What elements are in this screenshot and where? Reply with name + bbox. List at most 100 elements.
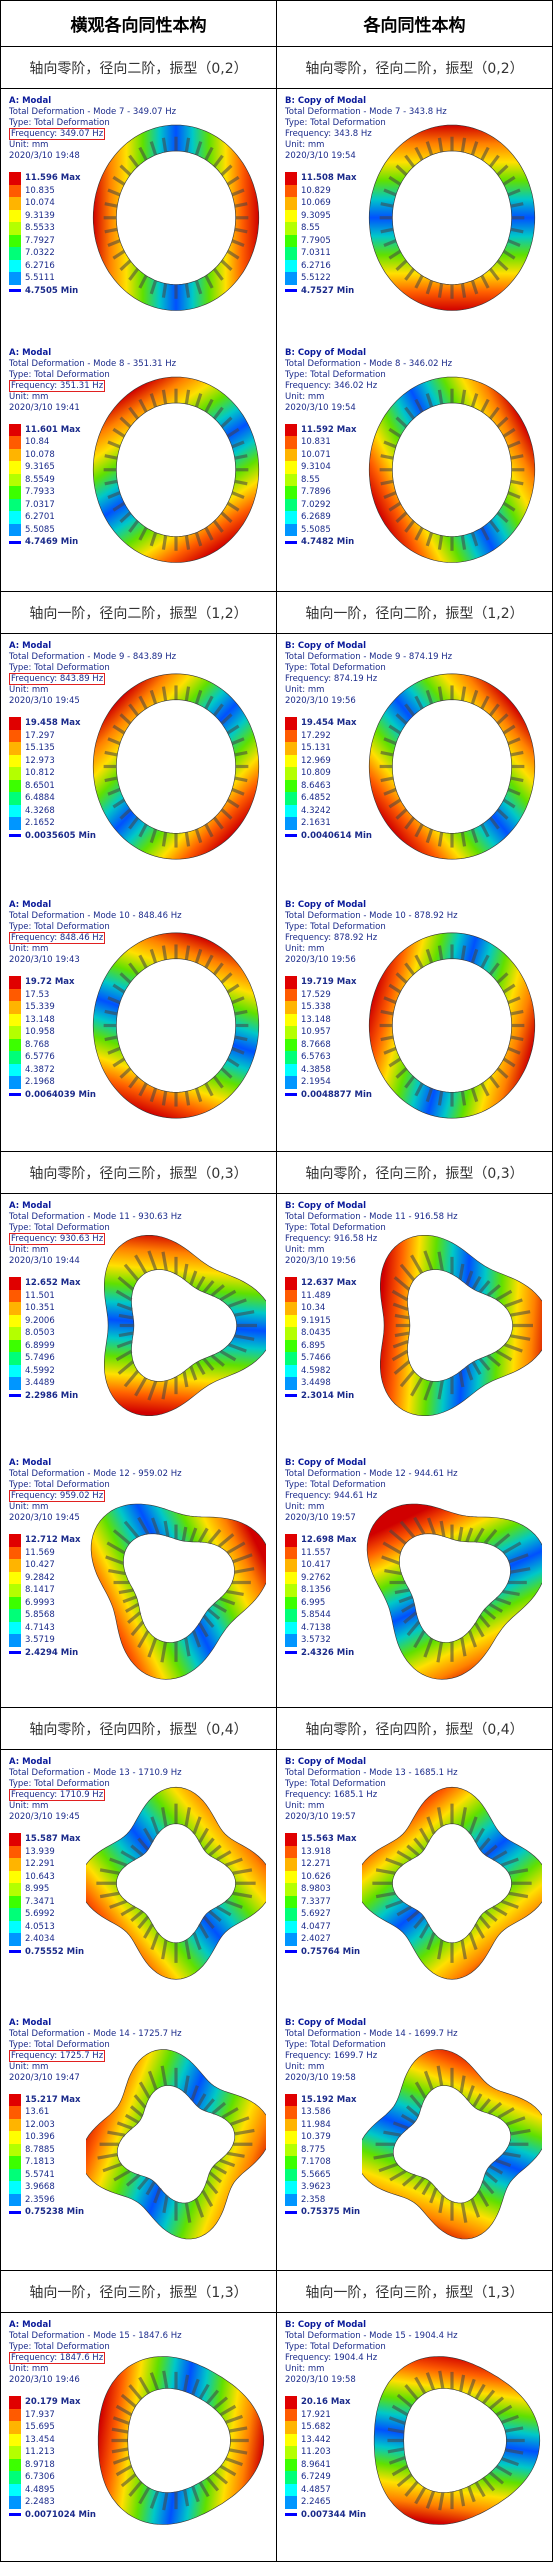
legend-label: 9.3139 <box>25 210 55 221</box>
legend-row: 10.626 <box>285 1870 360 1883</box>
legend-row: 20.16 Max <box>285 2396 366 2409</box>
legend-swatch <box>9 436 21 449</box>
date: 2020/3/10 19:48 <box>9 151 80 161</box>
result-panel: A: Modal Total Deformation - Mode 10 - 84… <box>1 892 276 1151</box>
legend: 11.592 Max 10.831 10.071 9.3104 8.55 7.7896 7.… <box>285 423 356 549</box>
legend-label: 10.417 <box>301 1560 331 1571</box>
legend-swatch <box>285 247 297 260</box>
legend-swatch <box>285 804 297 817</box>
legend-swatch <box>9 729 21 742</box>
legend-swatch <box>285 2131 297 2144</box>
legend-swatch <box>285 1571 297 1584</box>
legend-label: 8.7668 <box>301 1039 331 1050</box>
legend-label: 11.501 <box>25 1290 55 1301</box>
legend: 19.72 Max 17.53 15.339 13.148 10.958 8.768 6.5… <box>9 976 96 1101</box>
legend-row: 2.2483 <box>9 2496 96 2509</box>
legend-label: 4.5992 <box>25 1365 55 1376</box>
legend-swatch <box>285 1596 297 1609</box>
section-title: 轴向一阶，径向二阶，振型（1,2） <box>0 591 277 634</box>
legend-swatch <box>285 1546 297 1559</box>
section-title: 轴向零阶，径向三阶，振型（0,3） <box>0 1151 277 1194</box>
legend-swatch <box>9 817 21 830</box>
system-name: B: Copy of Modal <box>285 900 367 910</box>
date: 2020/3/10 19:47 <box>9 2072 80 2083</box>
legend-label: 2.1652 <box>25 818 55 829</box>
legend-swatch <box>285 1845 297 1858</box>
frequency-line: Frequency: 351.31 Hz <box>9 379 176 392</box>
date: 2020/3/10 19:43 <box>9 955 80 965</box>
legend-swatch <box>9 792 21 805</box>
legend-row: 4.7505 Min <box>9 285 80 298</box>
unit: Unit: mm <box>285 685 325 695</box>
legend-swatch <box>9 1076 21 1089</box>
result-info: A: Modal Total Deformation - Mode 9 - 843… <box>9 641 176 707</box>
legend-label: 10.831 <box>301 437 331 448</box>
legend-label: 10.957 <box>301 1027 331 1038</box>
legend-label: 0.75375 Min <box>301 2207 361 2218</box>
legend-swatch <box>9 2513 21 2517</box>
legend-row: 2.3596 <box>9 2193 84 2206</box>
system-name: B: Copy of Modal <box>285 641 367 651</box>
legend-swatch <box>285 473 297 486</box>
legend-swatch <box>285 1651 297 1655</box>
result-info: B: Copy of Modal Total Deformation - Mode… <box>285 2018 458 2084</box>
legend-row: 7.0317 <box>9 498 80 511</box>
legend-label: 11.601 Max <box>25 424 81 435</box>
section-title: 轴向零阶，径向二阶，振型（0,2） <box>0 46 277 89</box>
legend-row: 7.7905 <box>285 234 356 247</box>
legend-label: 3.4498 <box>301 1378 331 1389</box>
legend-swatch <box>285 1093 297 1097</box>
legend-label: 12.003 <box>25 2119 55 2130</box>
legend-swatch <box>285 1289 297 1302</box>
legend-swatch <box>9 209 21 222</box>
result-panel: A: Modal Total Deformation - Mode 7 - 349… <box>1 88 276 340</box>
legend-label: 5.5665 <box>301 2169 331 2180</box>
result-title: Total Deformation - Mode 12 - 944.61 Hz <box>285 1469 458 1479</box>
legend-swatch <box>9 1621 21 1634</box>
legend-label: 3.5732 <box>301 1635 331 1646</box>
result-title: Total Deformation - Mode 14 - 1725.7 Hz <box>9 2028 182 2039</box>
frequency: Frequency: 346.02 Hz <box>285 380 378 391</box>
legend-swatch <box>9 2483 21 2496</box>
legend-swatch <box>285 423 297 436</box>
date: 2020/3/10 19:57 <box>285 1812 356 1822</box>
legend-label: 19.454 Max <box>301 718 357 729</box>
date: 2020/3/10 19:41 <box>9 402 80 413</box>
legend-label: 5.5085 <box>25 524 55 535</box>
legend-swatch <box>9 767 21 780</box>
legend-row: 9.3139 <box>9 209 80 222</box>
result-type: Type: Total Deformation <box>285 1223 386 1233</box>
legend-label: 11.569 <box>25 1547 55 1558</box>
legend-label: 12.271 <box>301 1859 331 1870</box>
legend-row: 4.0513 <box>9 1920 84 1933</box>
legend-swatch <box>9 834 21 838</box>
legend-label: 13.61 <box>25 2107 50 2118</box>
legend-row: 10.809 <box>285 767 372 780</box>
legend-swatch <box>9 197 21 210</box>
legend-label: 13.918 <box>301 1846 331 1857</box>
result-type: Type: Total Deformation <box>9 1779 110 1789</box>
legend-label: 10.835 <box>25 185 55 196</box>
section-title: 轴向一阶，径向三阶，振型（1,3） <box>276 2270 553 2313</box>
legend-label: 4.4857 <box>301 2484 331 2495</box>
legend-swatch <box>285 2446 297 2459</box>
legend-swatch <box>9 1013 21 1026</box>
legend-row: 6.995 <box>285 1596 356 1609</box>
frequency: Frequency: 1847.6 Hz <box>9 2352 106 2364</box>
legend-row: 8.768 <box>9 1038 96 1051</box>
result-title: Total Deformation - Mode 8 - 346.02 Hz <box>285 358 453 369</box>
legend-row: 7.7927 <box>9 234 80 247</box>
section-title: 轴向一阶，径向二阶，振型（1,2） <box>276 591 553 634</box>
frequency-line: Frequency: 1904.4 Hz <box>285 2353 458 2364</box>
legend-row: 4.7138 <box>285 1621 356 1634</box>
legend-row: 15.338 <box>285 1001 372 1014</box>
legend-swatch <box>285 976 297 989</box>
legend-label: 10.643 <box>25 1871 55 1882</box>
legend-swatch <box>9 1858 21 1871</box>
legend-row: 9.2842 <box>9 1571 80 1584</box>
legend-row: 12.712 Max <box>9 1534 80 1547</box>
legend-swatch <box>9 1001 21 1014</box>
result-title: Total Deformation - Mode 11 - 930.63 Hz <box>9 1212 182 1222</box>
result-panel: A: Modal Total Deformation - Mode 8 - 351… <box>1 340 276 592</box>
legend-label: 15.338 <box>301 1002 331 1013</box>
